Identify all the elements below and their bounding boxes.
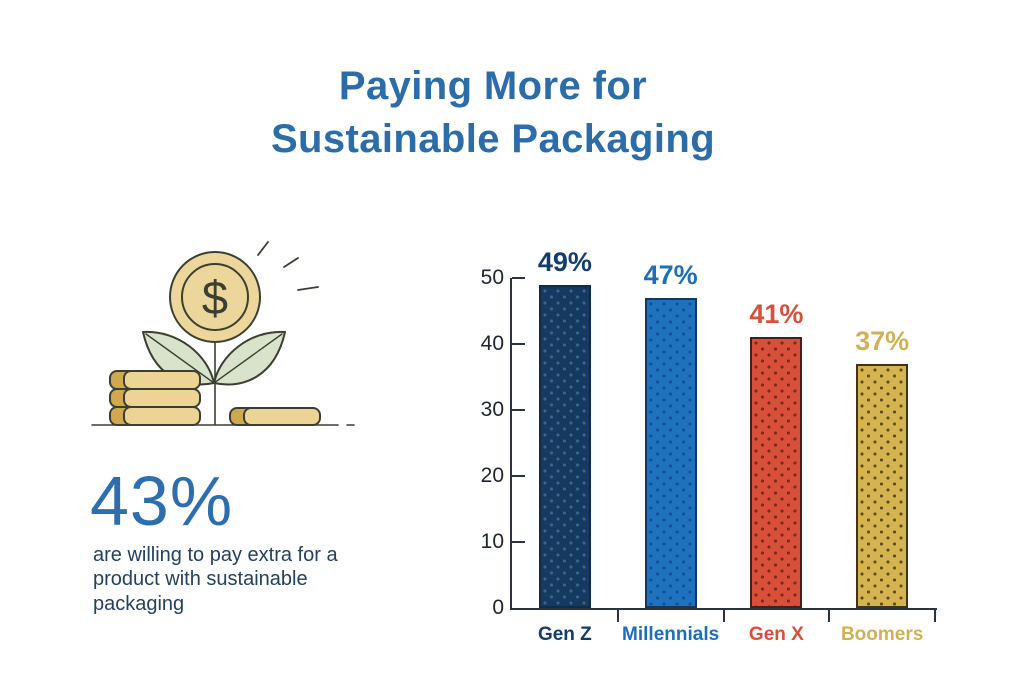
y-tick-label: 30 bbox=[480, 398, 504, 421]
title-line-1: Paying More for bbox=[338, 64, 648, 108]
category-label: Millennials bbox=[622, 624, 720, 645]
dollar-coin-inner-ring bbox=[181, 263, 249, 331]
bar-value-label: 41% bbox=[749, 299, 804, 330]
category-label: Gen X bbox=[748, 624, 804, 645]
coin-stack-icon bbox=[123, 370, 201, 390]
illustration-strokes bbox=[91, 241, 355, 426]
title-block: Paying More for Sustainable Packaging bbox=[271, 60, 715, 166]
x-axis-line bbox=[510, 608, 937, 610]
coin-stack-icon bbox=[123, 406, 201, 426]
y-axis-line bbox=[510, 278, 512, 610]
bar-millennials bbox=[644, 297, 697, 608]
category-label: Gen Z bbox=[537, 624, 592, 645]
coin-stack-icon bbox=[123, 388, 201, 408]
category-label: Boomers bbox=[840, 624, 924, 645]
x-tick bbox=[616, 610, 619, 622]
stat-description: are willing to pay extra for a product w… bbox=[93, 544, 338, 615]
money-plant-svg: $ bbox=[91, 241, 355, 426]
left-leaf-vein bbox=[145, 333, 215, 384]
y-tick-label: 10 bbox=[480, 530, 504, 553]
x-tick bbox=[934, 610, 936, 622]
sparkle-icon bbox=[283, 257, 299, 268]
sparkle-icon bbox=[297, 286, 319, 291]
y-tick-label: 50 bbox=[480, 266, 504, 289]
bar-value-label: 47% bbox=[643, 259, 698, 290]
y-tick bbox=[512, 343, 525, 345]
dollar-coin-icon bbox=[169, 251, 261, 343]
x-tick bbox=[828, 610, 831, 622]
bar-gen-x bbox=[750, 337, 803, 608]
bar-chart: 0 10 20 30 40 50 49% Gen Z 47% Millennials 41% Gen … bbox=[470, 235, 975, 675]
title-line-2: Sustainable Packaging bbox=[270, 116, 716, 161]
y-tick bbox=[512, 409, 525, 411]
bar-boomers bbox=[856, 363, 909, 608]
x-tick bbox=[722, 610, 725, 622]
sparkle-icon bbox=[257, 241, 269, 256]
right-leaf-vein bbox=[213, 333, 283, 384]
y-tick bbox=[512, 277, 525, 279]
bar-value-label: 37% bbox=[855, 325, 910, 356]
y-tick-label: 20 bbox=[480, 464, 504, 487]
bar-gen-z bbox=[538, 284, 591, 608]
y-tick-label: 0 bbox=[492, 596, 504, 619]
bar-value-label: 49% bbox=[537, 246, 592, 277]
y-tick bbox=[512, 475, 525, 477]
single-coin-icon bbox=[243, 407, 321, 426]
dollar-sign: $ bbox=[202, 271, 228, 324]
stat-value: 43% bbox=[90, 462, 234, 540]
money-plant-illustration: $ bbox=[85, 226, 355, 438]
y-tick-label: 40 bbox=[480, 332, 504, 355]
y-tick bbox=[512, 541, 525, 543]
